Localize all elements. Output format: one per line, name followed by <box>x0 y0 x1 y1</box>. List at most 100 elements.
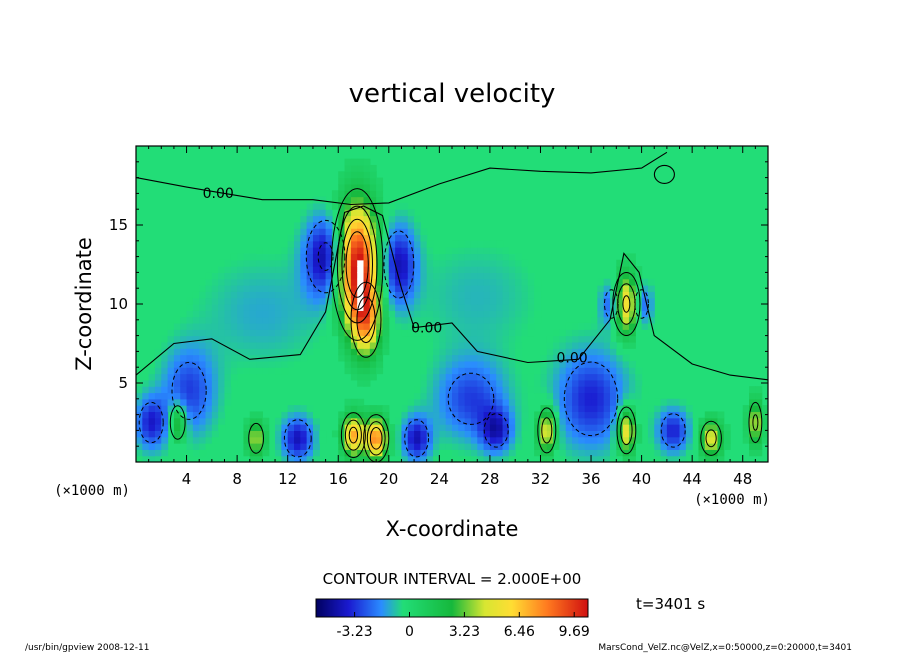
field-cell <box>414 272 421 280</box>
field-cell <box>407 398 415 406</box>
field-cell <box>458 253 466 261</box>
field-cell <box>654 398 662 406</box>
field-cell <box>401 278 409 286</box>
field-cell <box>142 411 150 419</box>
field-cell <box>749 424 756 431</box>
field-cell <box>470 240 478 248</box>
field-cell <box>363 348 371 356</box>
field-cell <box>344 322 352 330</box>
field-cell <box>401 291 409 299</box>
field-cell <box>281 424 289 431</box>
field-cell <box>338 278 346 286</box>
field-cell <box>433 348 440 356</box>
field-cell <box>628 405 636 413</box>
field-cell <box>256 297 263 305</box>
field-cell <box>230 316 238 324</box>
field-cell <box>647 297 655 305</box>
field-cell <box>325 234 333 242</box>
field-cell <box>294 316 301 324</box>
field-cell <box>527 398 535 406</box>
field-cell <box>616 266 624 273</box>
field-cell <box>717 455 725 462</box>
field-cell <box>483 373 491 381</box>
field-cell <box>281 335 289 343</box>
field-cell <box>395 228 403 236</box>
field-cell <box>508 411 516 419</box>
field-cell <box>180 405 188 413</box>
field-cell <box>230 373 238 381</box>
field-cell <box>572 386 579 394</box>
field-cell <box>312 228 320 236</box>
field-cell <box>243 272 251 280</box>
field-cell <box>148 449 156 457</box>
field-cell <box>610 424 617 431</box>
field-cell <box>433 316 440 324</box>
field-cell <box>287 253 295 261</box>
field-cell <box>496 341 504 349</box>
field-cell <box>426 259 434 267</box>
field-cell <box>376 430 384 438</box>
field-cell <box>521 297 529 305</box>
field-cell <box>369 367 377 375</box>
field-cell <box>414 291 421 299</box>
field-cell <box>350 322 358 330</box>
field-cell <box>496 430 504 438</box>
field-cell <box>319 228 327 236</box>
field-cell <box>711 449 719 457</box>
field-cell <box>249 329 257 337</box>
field-cell <box>312 234 320 242</box>
field-cell <box>565 436 573 444</box>
field-cell <box>496 424 504 431</box>
field-cell <box>452 278 459 286</box>
field-cell <box>173 335 181 343</box>
field-cell <box>445 417 453 425</box>
field-cell <box>622 373 630 381</box>
field-cell <box>205 316 213 324</box>
field-cell <box>628 322 636 330</box>
field-cell <box>477 266 485 273</box>
field-cell <box>357 196 365 204</box>
field-cell <box>268 272 276 280</box>
field-cell <box>192 373 200 381</box>
field-cell <box>357 285 365 292</box>
field-cell <box>306 310 314 318</box>
field-cell <box>186 411 194 419</box>
field-cell <box>483 316 491 324</box>
field-cell <box>660 436 668 444</box>
field-cell <box>382 341 390 349</box>
field-cell <box>591 417 598 425</box>
field-cell <box>458 379 466 387</box>
field-cell <box>603 430 611 438</box>
field-cell <box>173 348 181 356</box>
field-cell <box>357 354 365 362</box>
field-cell <box>445 304 453 311</box>
field-cell <box>641 304 649 311</box>
field-cell <box>433 247 440 255</box>
field-cell <box>616 297 624 305</box>
field-cell <box>584 398 592 406</box>
field-cell <box>249 291 257 299</box>
field-cell <box>395 259 403 267</box>
field-cell <box>546 424 554 431</box>
contour-line <box>404 419 430 458</box>
field-cell <box>331 304 339 311</box>
field-cell <box>439 253 447 261</box>
field-cell <box>742 417 750 425</box>
field-cell <box>420 430 428 438</box>
field-cell <box>711 443 719 450</box>
field-cell <box>350 253 358 261</box>
field-cell <box>477 291 485 299</box>
field-cell <box>300 354 308 362</box>
field-cell <box>464 411 472 419</box>
field-cell <box>553 367 561 375</box>
field-cell <box>515 266 523 273</box>
field-cell <box>483 240 491 248</box>
field-cell <box>249 278 257 286</box>
field-cell <box>199 335 207 343</box>
field-cell <box>452 443 459 450</box>
field-cell <box>268 367 276 375</box>
field-cell <box>723 430 731 438</box>
field-cell <box>350 247 358 255</box>
field-cell <box>660 405 668 413</box>
field-cell <box>407 455 415 462</box>
